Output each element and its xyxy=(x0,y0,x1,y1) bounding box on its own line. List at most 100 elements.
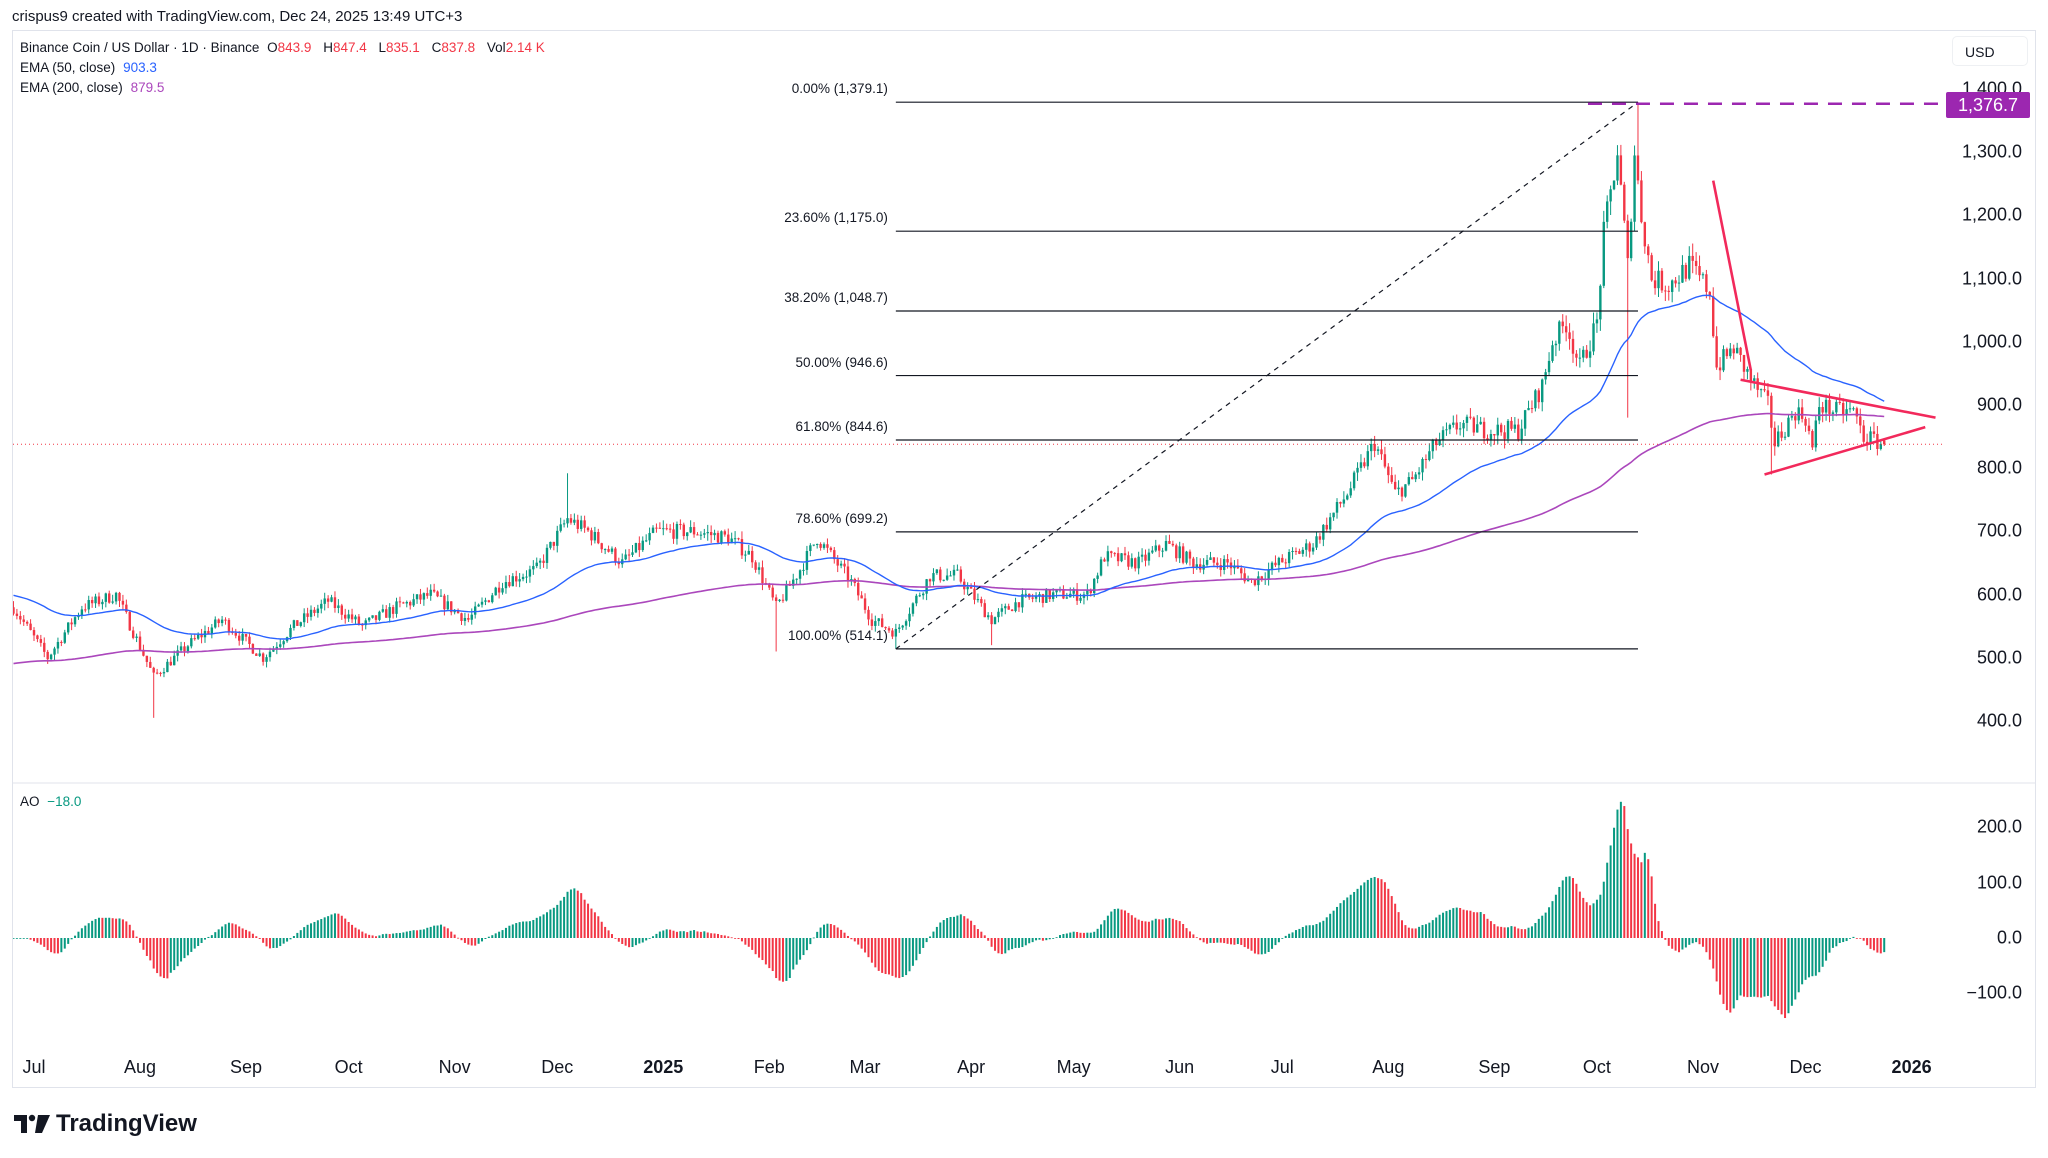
candle-body xyxy=(1222,559,1226,570)
candle xyxy=(723,529,727,537)
ao-bar xyxy=(388,934,391,938)
ao-bar xyxy=(1568,876,1571,938)
ao-bar xyxy=(994,938,997,951)
ao-bar xyxy=(1739,938,1742,996)
candle-body xyxy=(1397,487,1400,490)
candle-body xyxy=(1161,550,1164,552)
ema200-legend[interactable]: EMA (200, close) 879.5 xyxy=(20,80,168,95)
candle-body xyxy=(1417,472,1421,475)
candle xyxy=(826,538,829,554)
candle xyxy=(1441,426,1445,448)
candle-body xyxy=(1219,565,1222,570)
candle xyxy=(1305,539,1308,557)
ao-bar xyxy=(1158,919,1161,938)
ao-legend[interactable]: AO −18.0 xyxy=(20,794,85,809)
ema50-legend[interactable]: EMA (50, close) 903.3 xyxy=(20,60,161,75)
ao-bar xyxy=(1452,908,1455,938)
candle xyxy=(56,637,60,654)
symbol-title[interactable]: Binance Coin / US Dollar · 1D · Binance xyxy=(20,40,260,55)
ao-bar xyxy=(833,925,836,938)
candle-body xyxy=(1588,351,1592,358)
candle-body xyxy=(723,531,727,535)
candle-body xyxy=(412,599,415,606)
ao-bar xyxy=(145,938,148,956)
candle xyxy=(49,653,53,661)
ao-bar xyxy=(470,938,473,946)
candle xyxy=(234,628,237,639)
candle xyxy=(1503,425,1506,449)
candle xyxy=(1339,501,1342,508)
candle-body xyxy=(1852,408,1855,410)
candle-body xyxy=(778,599,781,602)
candle xyxy=(1407,472,1411,486)
ao-bar xyxy=(1777,938,1780,1010)
candle xyxy=(299,621,302,628)
ao-bar xyxy=(313,921,316,938)
candle xyxy=(1759,388,1763,398)
candle-body xyxy=(607,549,610,552)
candle xyxy=(1116,547,1120,567)
currency-button[interactable]: USD xyxy=(1952,36,2028,66)
candle xyxy=(1175,543,1178,562)
candle-body xyxy=(1435,439,1438,446)
chart-panel[interactable] xyxy=(12,30,2036,1088)
price-axis-tick: 500.0 xyxy=(1976,647,2022,668)
ao-bar xyxy=(474,938,477,946)
candle xyxy=(1120,553,1123,563)
candle-body xyxy=(439,595,443,597)
candle-body xyxy=(299,622,302,626)
candle xyxy=(993,616,997,625)
ema50-value: 903.3 xyxy=(123,60,157,75)
candle-body xyxy=(1578,357,1582,359)
candle xyxy=(1315,532,1318,551)
candle xyxy=(1653,270,1657,295)
candle xyxy=(1879,440,1882,451)
ao-bar xyxy=(1633,853,1636,938)
ao-bar xyxy=(983,935,986,938)
ao-bar xyxy=(590,908,593,938)
candle xyxy=(1629,218,1633,262)
candle-body xyxy=(456,609,460,614)
ao-bar xyxy=(870,938,873,963)
ao-bar xyxy=(43,938,46,947)
candle-body xyxy=(1592,323,1595,352)
candle-body xyxy=(1777,431,1780,447)
candle xyxy=(330,594,333,603)
ao-bar xyxy=(552,907,555,938)
ao-bar xyxy=(91,920,94,938)
candle-body xyxy=(1715,336,1718,368)
candle-body xyxy=(470,614,473,620)
candle-body xyxy=(867,609,870,620)
candle-body xyxy=(1328,517,1332,530)
ao-bar xyxy=(306,924,309,938)
candle-body xyxy=(993,617,997,625)
candle xyxy=(675,521,679,545)
candle-body xyxy=(812,544,815,546)
candle xyxy=(583,515,586,533)
candle xyxy=(1325,517,1328,533)
candle xyxy=(1588,340,1592,368)
candle xyxy=(603,548,607,555)
ao-bar xyxy=(1329,913,1332,938)
candle xyxy=(480,597,484,608)
ao-bar xyxy=(840,929,843,938)
ao-bar xyxy=(265,938,268,947)
candle xyxy=(1137,551,1140,575)
ao-bar xyxy=(997,938,1000,954)
candle-body xyxy=(1195,564,1198,568)
candle-body xyxy=(1616,155,1619,181)
candle xyxy=(1568,323,1571,350)
candle-body xyxy=(1010,609,1014,612)
ao-bar xyxy=(583,899,586,938)
candle xyxy=(1746,366,1749,380)
candle xyxy=(511,573,514,587)
candle xyxy=(1458,422,1462,436)
ao-bar xyxy=(717,933,719,938)
ao-bar xyxy=(1630,843,1633,938)
candle xyxy=(1243,567,1246,584)
candle-body xyxy=(1007,606,1010,610)
tradingview-logo[interactable]: TradingView xyxy=(14,1110,197,1138)
ao-bar xyxy=(1401,920,1403,938)
candle xyxy=(128,610,131,631)
